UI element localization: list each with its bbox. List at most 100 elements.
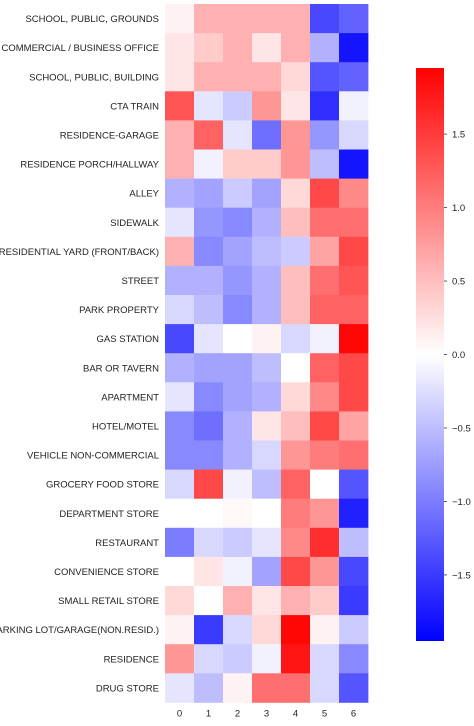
column-label: 3 — [264, 708, 269, 719]
heatmap-cell — [310, 62, 340, 92]
heatmap-cell — [223, 62, 253, 92]
heatmap-cell — [281, 353, 311, 383]
row-label: COMMERCIAL / BUSINESS OFFICE — [2, 43, 159, 54]
column-label: 0 — [177, 708, 182, 719]
heatmap-cell — [194, 236, 224, 267]
heatmap-cell — [310, 411, 340, 441]
heatmap-cell — [281, 265, 311, 296]
heatmap-cell — [165, 62, 195, 92]
heatmap-cell — [252, 469, 282, 500]
heatmap-cell — [310, 673, 340, 703]
heatmap-cell — [310, 149, 340, 179]
heatmap-cell — [339, 178, 369, 209]
row-label: PARKING LOT/GARAGE(NON.RESID.) — [0, 625, 159, 636]
heatmap-cell — [281, 178, 311, 209]
heatmap-cell — [252, 62, 282, 92]
row-label: RESIDENCE PORCH/HALLWAY — [20, 160, 159, 171]
row-label: GAS STATION — [97, 334, 160, 345]
heatmap-cell — [339, 324, 369, 354]
heatmap-cell — [310, 469, 340, 500]
heatmap-cell — [223, 498, 253, 529]
heatmap-cell — [252, 149, 282, 179]
heatmap-cell — [223, 120, 253, 150]
heatmap-cell — [281, 62, 311, 92]
heatmap-cell — [310, 207, 340, 238]
heatmap-cell — [165, 4, 195, 34]
heatmap-cell — [281, 615, 311, 645]
heatmap-cell — [223, 556, 253, 587]
heatmap-cell — [252, 265, 282, 296]
heatmap-cell — [310, 178, 340, 209]
heatmap-cell — [194, 527, 224, 558]
heatmap-cell — [252, 207, 282, 238]
heatmap-cell — [310, 556, 340, 587]
heatmap-cell — [339, 91, 369, 121]
heatmap-cell — [281, 207, 311, 238]
heatmap-cell — [281, 556, 311, 587]
colorbar-gradient — [416, 68, 444, 641]
heatmap-cell — [165, 498, 195, 529]
heatmap-cell — [252, 353, 282, 383]
heatmap-cell — [310, 527, 340, 558]
heatmap-cell — [223, 411, 253, 441]
colorbar-tick-label: 1.5 — [452, 130, 465, 141]
heatmap-cell — [194, 469, 224, 500]
heatmap-cell — [194, 4, 224, 34]
row-label: SCHOOL, PUBLIC, BUILDING — [29, 72, 159, 83]
row-label: APARTMENT — [101, 392, 159, 403]
heatmap-cell — [310, 498, 340, 529]
heatmap-cell — [165, 440, 195, 470]
heatmap-cell — [194, 440, 224, 470]
heatmap-cell — [252, 33, 282, 63]
heatmap-cell — [281, 4, 311, 34]
heatmap-cell — [223, 615, 253, 645]
heatmap-cell — [165, 178, 195, 209]
heatmap-cell — [223, 644, 253, 674]
heatmap-cell — [310, 382, 340, 412]
heatmap-cell — [281, 324, 311, 354]
heatmap-cell — [165, 207, 195, 238]
column-labels: 0 1 2 3 4 5 6 — [177, 708, 356, 719]
heatmap-cell — [165, 265, 195, 296]
heatmap-cell — [339, 295, 369, 325]
heatmap-cell — [165, 673, 195, 703]
heatmap-cell — [339, 498, 369, 529]
heatmap-cell — [310, 644, 340, 674]
heatmap-cell — [339, 149, 369, 179]
heatmap-cell — [281, 236, 311, 267]
row-label: CONVENIENCE STORE — [54, 567, 159, 578]
heatmap-cell — [281, 498, 311, 529]
heatmap-cell — [194, 615, 224, 645]
heatmap-cell — [223, 586, 253, 616]
row-label: GROCERY FOOD STORE — [46, 480, 159, 491]
heatmap-cell — [310, 33, 340, 63]
heatmap-cell — [165, 353, 195, 383]
heatmap-cell — [281, 149, 311, 179]
heatmap-cell — [252, 295, 282, 325]
heatmap-cell — [281, 673, 311, 703]
row-label: STREET — [122, 276, 160, 287]
heatmap-cell — [310, 586, 340, 616]
heatmap-cell — [252, 120, 282, 150]
heatmap-cell — [194, 265, 224, 296]
heatmap-cell — [281, 527, 311, 558]
heatmap-cell — [339, 265, 369, 296]
heatmap-cell — [194, 644, 224, 674]
heatmap-cell — [194, 207, 224, 238]
heatmap-cell — [252, 91, 282, 121]
column-label: 1 — [206, 708, 211, 719]
heatmap-cell — [165, 382, 195, 412]
heatmap-cell — [252, 556, 282, 587]
heatmap-cell — [281, 440, 311, 470]
column-label: 2 — [235, 708, 240, 719]
heatmap-cell — [165, 615, 195, 645]
heatmap-cell — [339, 236, 369, 267]
row-label: CTA TRAIN — [110, 101, 159, 112]
row-label: DRUG STORE — [96, 683, 159, 694]
heatmap-cell — [223, 178, 253, 209]
heatmap-cell — [252, 411, 282, 441]
heatmap-cell — [165, 586, 195, 616]
heatmap-cell — [194, 91, 224, 121]
heatmap-cell — [194, 295, 224, 325]
heatmap-cell — [339, 440, 369, 470]
